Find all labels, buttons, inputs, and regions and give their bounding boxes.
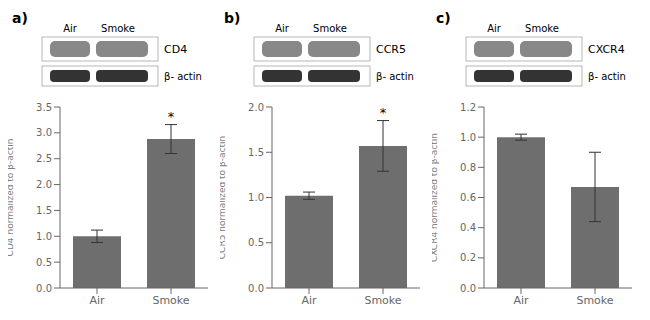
svg-text:b): b) [224,10,240,26]
svg-text:CXCR4 normalized to β-actin: CXCR4 normalized to β-actin [432,133,439,262]
svg-text:1.0: 1.0 [460,132,476,143]
svg-text:CD4: CD4 [164,43,187,56]
svg-text:1.0: 1.0 [248,192,264,203]
svg-text:2.0: 2.0 [248,102,264,113]
svg-text:0.5: 0.5 [36,257,52,268]
svg-text:3.0: 3.0 [36,127,52,138]
svg-text:Air: Air [275,23,290,34]
svg-text:CCR5 normalized to β-actin: CCR5 normalized to β-actin [220,136,227,259]
svg-text:*: * [168,109,175,124]
svg-text:Smoke: Smoke [364,294,401,307]
svg-text:1.2: 1.2 [460,102,476,113]
svg-text:β- actin: β- actin [164,71,202,82]
svg-text:0.0: 0.0 [460,283,476,294]
svg-text:CXCR4: CXCR4 [588,43,625,56]
svg-text:Smoke: Smoke [313,23,347,34]
svg-text:CD4 normalized to β-actin: CD4 normalized to β-actin [8,139,15,257]
svg-text:1.5: 1.5 [248,147,264,158]
svg-text:β- actin: β- actin [588,71,626,82]
svg-text:0.2: 0.2 [460,252,476,263]
svg-text:1.0: 1.0 [36,231,52,242]
svg-text:0.0: 0.0 [36,283,52,294]
svg-text:β- actin: β- actin [376,71,414,82]
svg-text:0.8: 0.8 [460,162,476,173]
svg-text:Air: Air [487,23,502,34]
svg-text:CCR5: CCR5 [376,43,406,56]
svg-text:a): a) [12,10,28,26]
svg-text:Air: Air [89,294,105,307]
svg-text:0.0: 0.0 [248,283,264,294]
svg-text:Smoke: Smoke [576,294,613,307]
svg-text:2.0: 2.0 [36,179,52,190]
svg-text:1.5: 1.5 [36,205,52,216]
svg-text:0.5: 0.5 [248,237,264,248]
svg-text:c): c) [436,10,451,26]
svg-text:Air: Air [63,23,78,34]
svg-text:Air: Air [301,294,317,307]
svg-text:Smoke: Smoke [101,23,135,34]
svg-text:2.5: 2.5 [36,153,52,164]
svg-text:0.6: 0.6 [460,192,476,203]
svg-text:Air: Air [513,294,529,307]
svg-text:Smoke: Smoke [525,23,559,34]
svg-text:Smoke: Smoke [152,294,189,307]
svg-text:0.4: 0.4 [460,222,476,233]
svg-text:3.5: 3.5 [36,102,52,113]
svg-text:*: * [380,105,387,120]
